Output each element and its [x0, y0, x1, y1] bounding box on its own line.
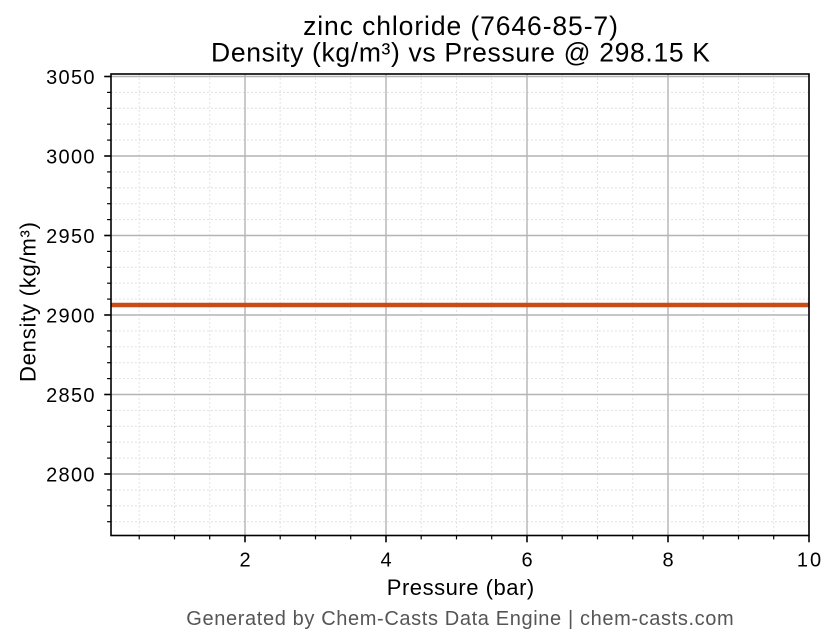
svg-text:2950: 2950 — [46, 226, 94, 248]
svg-text:2900: 2900 — [46, 305, 94, 327]
svg-text:Density (kg/m³) vs Pressure @: Density (kg/m³) vs Pressure @ 298.15 K — [211, 38, 710, 68]
svg-text:10: 10 — [797, 550, 821, 572]
svg-text:8: 8 — [662, 550, 673, 572]
svg-text:Generated by Chem-Casts Data E: Generated by Chem-Casts Data Engine | ch… — [186, 608, 733, 630]
svg-text:Pressure (bar): Pressure (bar) — [387, 575, 535, 600]
svg-text:2850: 2850 — [46, 385, 94, 407]
svg-text:6: 6 — [521, 550, 532, 572]
svg-text:4: 4 — [380, 550, 391, 572]
svg-text:3050: 3050 — [46, 67, 94, 89]
svg-text:2800: 2800 — [46, 464, 94, 486]
svg-text:Density (kg/m³): Density (kg/m³) — [16, 222, 41, 382]
svg-text:3000: 3000 — [46, 146, 94, 168]
svg-text:2: 2 — [239, 550, 250, 572]
svg-text:zinc chloride (7646-85-7): zinc chloride (7646-85-7) — [303, 11, 618, 41]
